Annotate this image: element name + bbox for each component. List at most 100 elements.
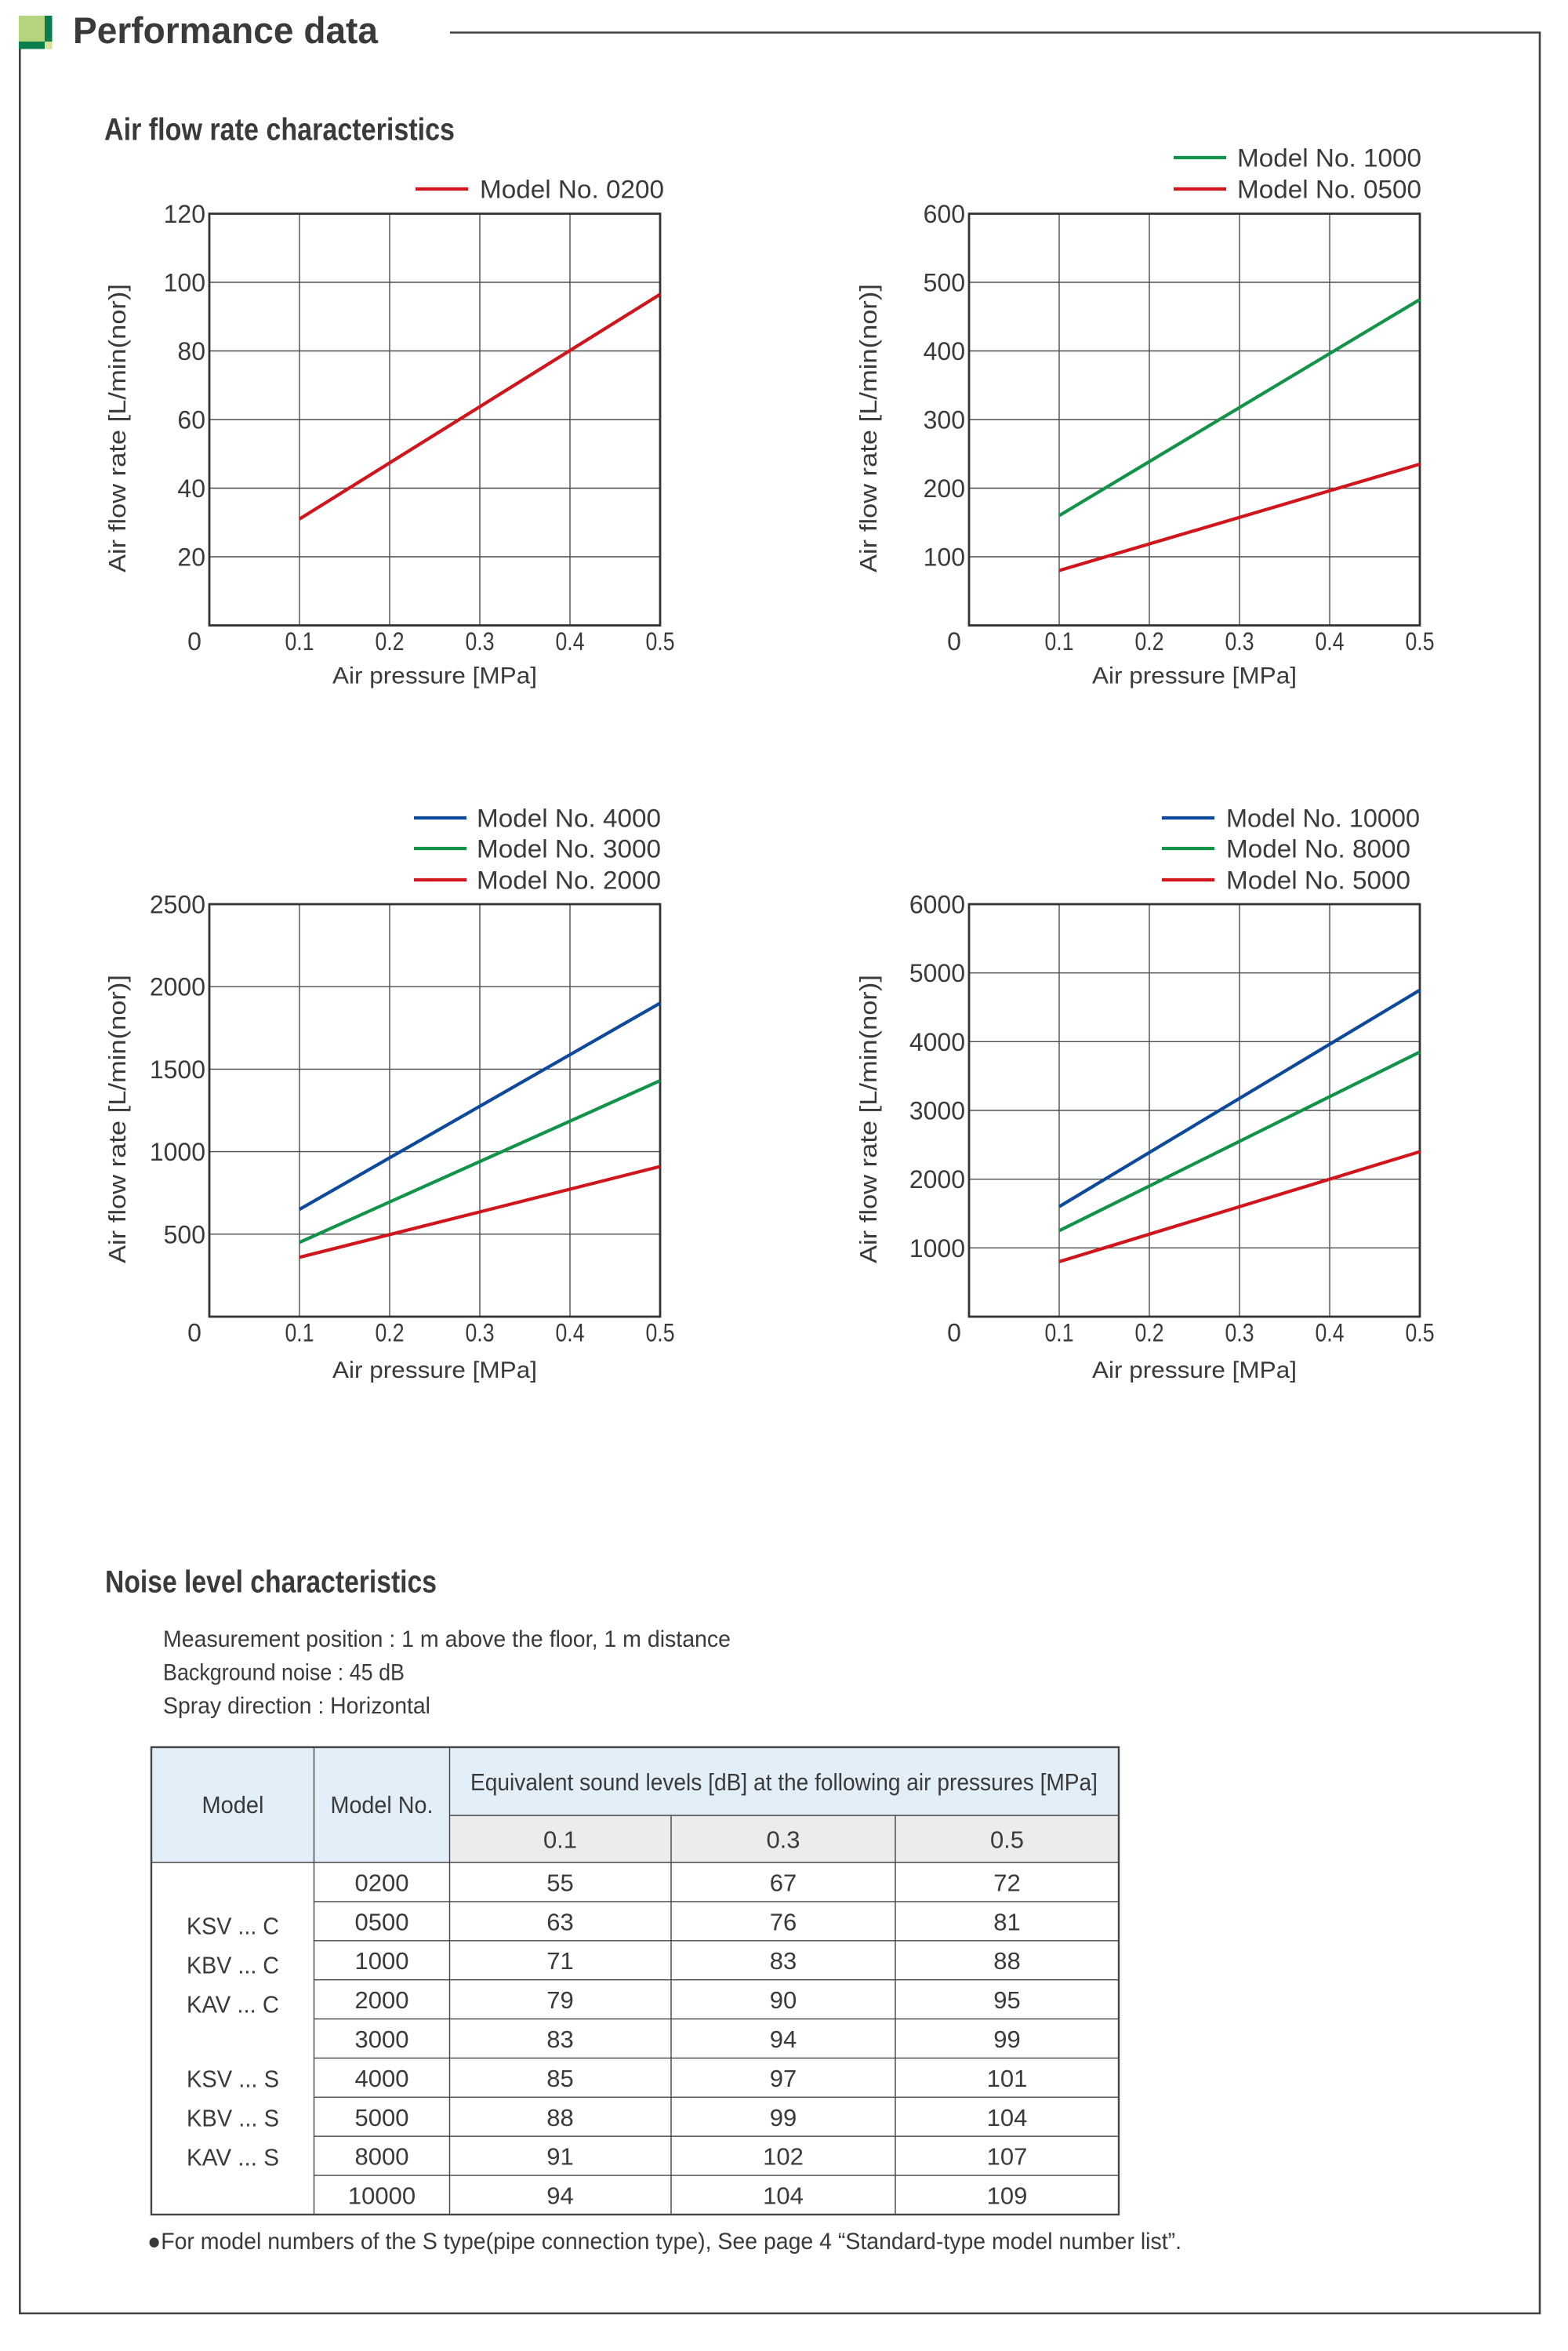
svg-text:1000: 1000 — [909, 1234, 965, 1263]
svg-text:400: 400 — [924, 337, 965, 365]
svg-text:0: 0 — [187, 627, 201, 656]
svg-text:101: 101 — [987, 2065, 1028, 2092]
svg-text:67: 67 — [770, 1869, 797, 1896]
svg-text:Model No. 5000: Model No. 5000 — [1226, 867, 1410, 895]
svg-text:94: 94 — [546, 2182, 573, 2210]
svg-text:Model No. 4000: Model No. 4000 — [477, 805, 661, 833]
svg-text:5000: 5000 — [909, 959, 965, 987]
svg-text:2000: 2000 — [150, 973, 205, 1001]
svg-text:0200: 0200 — [355, 1869, 409, 1896]
svg-text:Model: Model — [202, 1791, 264, 1819]
svg-text:0: 0 — [947, 1319, 961, 1347]
svg-text:0.2: 0.2 — [376, 627, 405, 656]
svg-text:20: 20 — [177, 543, 205, 572]
svg-text:102: 102 — [763, 2143, 804, 2171]
svg-text:72: 72 — [993, 1869, 1020, 1896]
svg-text:94: 94 — [770, 2026, 797, 2053]
svg-text:83: 83 — [770, 1947, 797, 1975]
svg-text:Air pressure [MPa]: Air pressure [MPa] — [1092, 1357, 1297, 1383]
svg-text:80: 80 — [177, 337, 205, 365]
svg-text:104: 104 — [763, 2182, 804, 2210]
svg-text:4000: 4000 — [909, 1028, 965, 1056]
svg-text:Measurement position : 1 m abo: Measurement position : 1 m above the flo… — [163, 1626, 731, 1652]
svg-text:0.4: 0.4 — [1316, 627, 1345, 656]
svg-text:0.2: 0.2 — [376, 1319, 405, 1347]
svg-text:Air flow rate [L/min(nor)]: Air flow rate [L/min(nor)] — [855, 284, 882, 572]
svg-text:81: 81 — [993, 1908, 1020, 1935]
svg-text:97: 97 — [770, 2065, 797, 2092]
svg-text:Model No. 3000: Model No. 3000 — [477, 835, 661, 863]
svg-text:71: 71 — [546, 1947, 573, 1975]
svg-text:Background noise : 45 dB: Background noise : 45 dB — [163, 1660, 405, 1686]
svg-text:0.1: 0.1 — [285, 627, 314, 656]
svg-text:100: 100 — [164, 269, 205, 297]
svg-text:1000: 1000 — [150, 1138, 205, 1166]
svg-text:88: 88 — [993, 1947, 1020, 1975]
svg-text:0.1: 0.1 — [285, 1319, 314, 1347]
svg-text:85: 85 — [546, 2065, 573, 2092]
svg-text:500: 500 — [164, 1220, 205, 1248]
svg-text:99: 99 — [770, 2104, 797, 2131]
svg-text:63: 63 — [546, 1908, 573, 1935]
svg-text:KSV ... C: KSV ... C — [187, 1913, 279, 1940]
svg-text:76: 76 — [770, 1908, 797, 1935]
svg-text:3000: 3000 — [909, 1097, 965, 1125]
svg-text:79: 79 — [546, 1986, 573, 2014]
svg-text:10000: 10000 — [348, 2182, 416, 2210]
svg-text:Air flow rate characteristics: Air flow rate characteristics — [104, 113, 455, 147]
svg-text:90: 90 — [770, 1986, 797, 2014]
svg-text:100: 100 — [924, 543, 965, 572]
svg-text:120: 120 — [164, 200, 205, 228]
svg-text:0.1: 0.1 — [1045, 1319, 1074, 1347]
svg-text:Model No. 8000: Model No. 8000 — [1226, 835, 1410, 863]
svg-text:Model No. 2000: Model No. 2000 — [477, 867, 661, 895]
svg-text:55: 55 — [546, 1869, 573, 1896]
svg-text:83: 83 — [546, 2026, 573, 2053]
svg-text:0.5: 0.5 — [990, 1826, 1024, 1854]
svg-text:88: 88 — [546, 2104, 573, 2131]
svg-text:300: 300 — [924, 406, 965, 434]
svg-text:0.5: 0.5 — [1406, 627, 1435, 656]
svg-text:5000: 5000 — [355, 2104, 409, 2131]
svg-text:2000: 2000 — [909, 1165, 965, 1194]
svg-text:Air flow rate [L/min(nor)]: Air flow rate [L/min(nor)] — [855, 975, 882, 1263]
svg-text:0.5: 0.5 — [646, 1319, 675, 1347]
svg-text:●For model numbers of the S ty: ●For model numbers of the S type(pipe co… — [147, 2229, 1181, 2255]
svg-text:Model No. 0500: Model No. 0500 — [1237, 176, 1421, 204]
svg-text:200: 200 — [924, 474, 965, 503]
svg-text:60: 60 — [177, 406, 205, 434]
svg-text:KAV ... C: KAV ... C — [187, 1991, 279, 2019]
svg-text:0.1: 0.1 — [1045, 627, 1074, 656]
svg-text:Noise level characteristics: Noise level characteristics — [105, 1565, 437, 1600]
svg-text:104: 104 — [987, 2104, 1028, 2131]
svg-text:Air pressure [MPa]: Air pressure [MPa] — [332, 1357, 537, 1383]
svg-text:91: 91 — [546, 2143, 573, 2171]
svg-text:1500: 1500 — [150, 1056, 205, 1084]
svg-text:0: 0 — [187, 1319, 201, 1347]
svg-text:0.4: 0.4 — [1316, 1319, 1345, 1347]
svg-text:0.3: 0.3 — [466, 627, 495, 656]
svg-text:107: 107 — [987, 2143, 1028, 2171]
svg-text:0.4: 0.4 — [556, 627, 585, 656]
svg-text:0.2: 0.2 — [1135, 1319, 1164, 1347]
svg-text:0.2: 0.2 — [1135, 627, 1164, 656]
svg-text:0.3: 0.3 — [766, 1826, 800, 1854]
svg-text:KBV ... S: KBV ... S — [187, 2105, 279, 2132]
svg-text:KBV ... C: KBV ... C — [187, 1952, 279, 1979]
svg-text:Air flow rate [L/min(nor)]: Air flow rate [L/min(nor)] — [103, 975, 131, 1263]
svg-text:0.3: 0.3 — [1225, 1319, 1254, 1347]
svg-text:KAV ... S: KAV ... S — [187, 2144, 279, 2171]
svg-text:Model No. 10000: Model No. 10000 — [1226, 805, 1420, 833]
svg-text:Air flow rate [L/min(nor)]: Air flow rate [L/min(nor)] — [103, 284, 131, 572]
svg-text:Spray direction : Horizontal: Spray direction : Horizontal — [163, 1693, 430, 1719]
svg-text:600: 600 — [924, 200, 965, 228]
svg-text:0.5: 0.5 — [1406, 1319, 1435, 1347]
svg-text:0500: 0500 — [355, 1908, 409, 1935]
svg-text:0.1: 0.1 — [543, 1826, 577, 1854]
svg-text:3000: 3000 — [355, 2026, 409, 2053]
svg-text:8000: 8000 — [355, 2143, 409, 2171]
svg-text:Equivalent sound levels [dB] a: Equivalent sound levels [dB] at the foll… — [470, 1768, 1098, 1796]
svg-text:95: 95 — [993, 1986, 1020, 2014]
svg-text:40: 40 — [177, 474, 205, 503]
svg-text:0.3: 0.3 — [1225, 627, 1254, 656]
